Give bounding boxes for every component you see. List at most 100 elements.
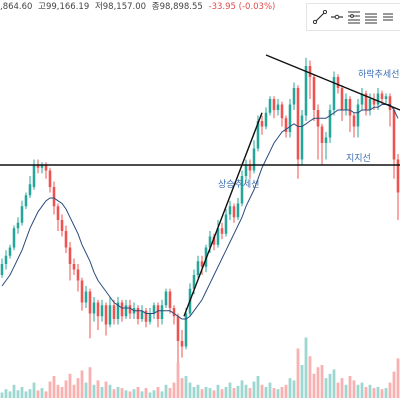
candle-body [172, 308, 176, 317]
candle-body [48, 170, 52, 187]
volume-bar [228, 382, 232, 398]
candle-body [72, 264, 76, 270]
candle-body [232, 206, 236, 218]
candle-body [60, 220, 64, 231]
volume-bar [216, 384, 220, 398]
ohlc-close: 종98,898.55 [151, 2, 203, 12]
volume-bar [16, 390, 20, 398]
volume-bar [108, 384, 112, 398]
volume-bar [312, 373, 316, 398]
candle-body [328, 110, 332, 138]
candle-body [100, 305, 104, 317]
candle-body [196, 261, 200, 275]
trend-line-tool-icon[interactable] [312, 9, 328, 25]
volume-bar [204, 387, 208, 398]
candle-body [284, 118, 288, 132]
volume-bar [396, 358, 400, 398]
candle-body [280, 104, 284, 119]
volume-bar [36, 390, 40, 398]
candle-body [164, 291, 168, 306]
volume-bar [268, 382, 272, 398]
parallel-channel-tool-icon[interactable] [363, 9, 379, 25]
candle-body [148, 313, 152, 322]
volume-bar [388, 382, 392, 398]
candle-body [356, 104, 360, 127]
candle-body [152, 305, 156, 314]
volume-bar [364, 387, 368, 398]
candle-body [124, 305, 128, 317]
volume-bar [352, 380, 356, 398]
volume-bar [260, 384, 264, 398]
candle-body [120, 302, 124, 317]
candle-body [44, 165, 48, 171]
candle-body [88, 291, 92, 314]
candle-body [40, 165, 44, 168]
candle-body [24, 195, 28, 207]
volume-bar [252, 381, 256, 398]
volume-bar [0, 392, 4, 398]
volume-bar [76, 378, 80, 398]
uptrend-label: 상승추세선 [218, 179, 259, 190]
candle-body [352, 115, 356, 127]
candle-body [216, 228, 220, 245]
volume-bar [176, 362, 180, 398]
volume-bar [140, 391, 144, 398]
ohlc-open: ,864.60 [0, 2, 33, 12]
volume-bar [360, 382, 364, 398]
candle-body [340, 88, 344, 110]
volume-bar [368, 384, 372, 398]
volume-bar [284, 384, 288, 398]
candle-body [376, 93, 380, 105]
volume-bar [196, 384, 200, 398]
volume-bar [240, 380, 244, 398]
candle-body [140, 310, 144, 319]
volume-bar [168, 388, 172, 398]
volume-bar [116, 387, 120, 398]
volume-bar [24, 391, 28, 398]
volume-bar [112, 389, 116, 398]
candle-body [252, 148, 256, 171]
volume-bar [80, 370, 84, 398]
candle-body [240, 176, 244, 204]
volume-bar [272, 388, 276, 398]
volume-bar [68, 373, 72, 398]
volume-bar [220, 389, 224, 398]
candle-body [56, 206, 60, 220]
horizontal-ray-tool-icon[interactable] [329, 9, 345, 25]
volume-bar [152, 390, 156, 398]
volume-bar [40, 388, 44, 398]
candle-body [80, 280, 84, 303]
more-tools-icon[interactable] [380, 9, 396, 25]
candle-body [336, 77, 340, 88]
candle-body [184, 313, 188, 347]
volume-bar [264, 387, 268, 398]
volume-bar [4, 389, 8, 398]
candle-body [116, 302, 120, 319]
candle-body [256, 121, 260, 149]
volume-bar [208, 388, 212, 398]
volume-bar [120, 388, 124, 398]
candle-body [220, 228, 224, 234]
candle-body [396, 159, 400, 193]
candle-body [392, 110, 396, 160]
volume-bar [188, 382, 192, 398]
candle-body [360, 93, 364, 105]
fib-retracement-tool-icon[interactable] [346, 9, 362, 25]
volume-bar [200, 389, 204, 398]
uptrend-line [183, 112, 263, 317]
volume-bar [88, 367, 92, 398]
volume-bar [336, 382, 340, 398]
candle-body [180, 341, 184, 347]
volume-bar [64, 380, 68, 398]
volume-bar [344, 384, 348, 398]
ohlc-change: -33.95 (-0.03%) [208, 2, 276, 12]
volume-bar [292, 380, 296, 398]
candle-body [0, 264, 4, 275]
volume-bar [384, 388, 388, 398]
candle-body [348, 99, 352, 116]
volume-bar [244, 384, 248, 398]
candle-body [68, 247, 72, 264]
candle-body [128, 305, 132, 314]
candle-body [248, 165, 252, 171]
